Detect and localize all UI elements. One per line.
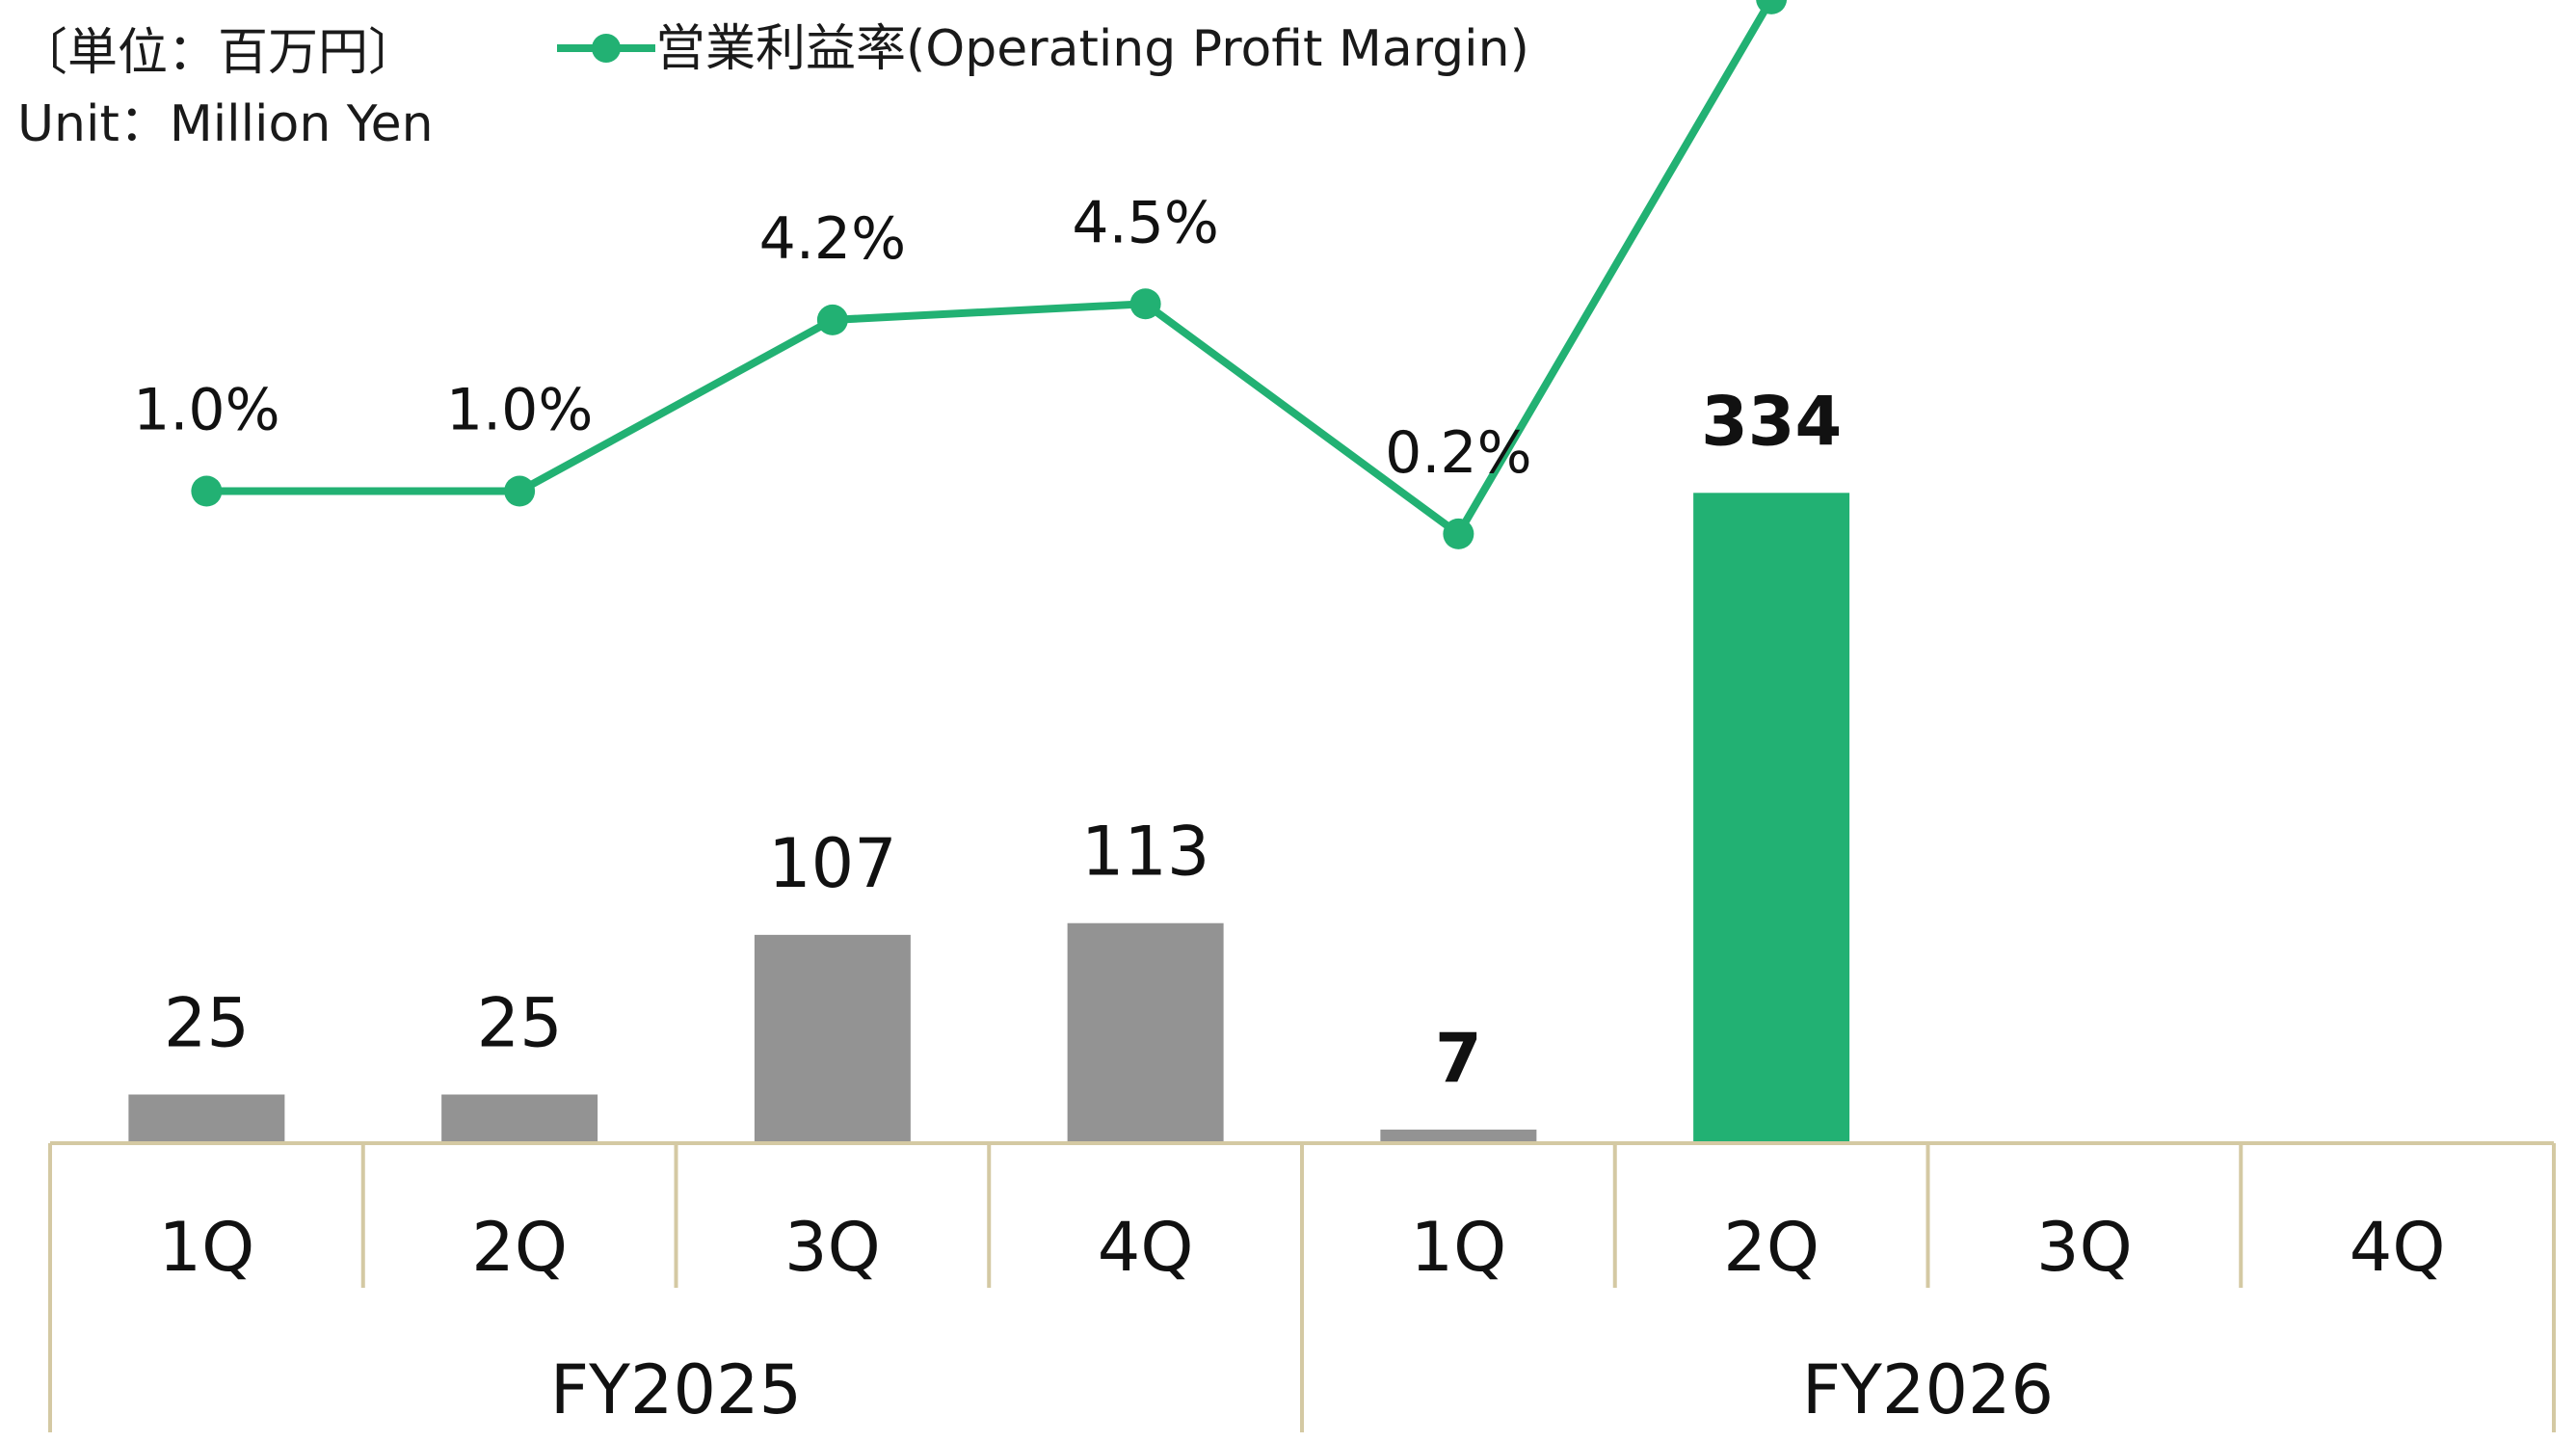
bar-5 (1380, 1129, 1537, 1143)
margin-value-label-1: 1.0% (133, 377, 279, 444)
legend: 営業利益率(Operating Profit Margin) (557, 20, 1529, 78)
bar-value-label-2: 25 (477, 984, 563, 1063)
bar-4 (1067, 922, 1224, 1143)
x-tick-label-5: 1Q (1411, 1208, 1507, 1287)
margin-value-label-3: 4.2% (759, 205, 906, 273)
margin-value-label-4: 4.5% (1072, 189, 1218, 256)
unit-label-en: Unit：Million Yen (17, 95, 434, 153)
x-tick-label-1: 1Q (159, 1208, 255, 1287)
bar-6 (1693, 493, 1850, 1143)
bar-2 (441, 1094, 598, 1143)
bar-value-label-4: 113 (1081, 813, 1210, 892)
legend-dot-marker (592, 34, 621, 63)
x-tick-label-4: 4Q (1098, 1208, 1194, 1287)
bars-layer (128, 493, 1850, 1143)
category-axis: 1Q 2Q 3Q 4Q 1Q 2Q 3Q 4Q FY2025 FY2026 (48, 1141, 2556, 1432)
x-tick-label-6: 2Q (1723, 1208, 1819, 1287)
unit-label-jp: 〔単位：百万円〕 (17, 24, 418, 82)
bar-1 (128, 1094, 285, 1143)
margin-value-label-5: 0.2% (1385, 419, 1531, 487)
bar-value-label-3: 107 (768, 824, 897, 903)
margin-point-1 (191, 475, 223, 507)
bar-value-label-1: 25 (164, 984, 250, 1063)
margin-point-6 (1756, 0, 1788, 14)
margin-point-5 (1443, 518, 1474, 549)
bar-3 (754, 934, 911, 1143)
x-tick-label-8: 4Q (2350, 1208, 2446, 1287)
bar-value-label-6: 334 (1701, 382, 1842, 461)
margin-point-4 (1129, 288, 1161, 320)
margin-value-label-2: 1.0% (446, 377, 593, 444)
x-tick-label-2: 2Q (471, 1208, 568, 1287)
x-tick-label-7: 3Q (2036, 1208, 2133, 1287)
margin-line-layer (191, 0, 1788, 549)
x-tick-label-3: 3Q (784, 1208, 881, 1287)
margin-point-2 (504, 475, 536, 507)
group-label-1: FY2025 (550, 1350, 802, 1429)
margin-point-3 (816, 304, 848, 335)
bar-value-label-5: 7 (1435, 1019, 1482, 1098)
legend-label: 営業利益率(Operating Profit Margin) (655, 20, 1529, 78)
margin-line (206, 0, 1775, 538)
group-label-2: FY2026 (1802, 1350, 2054, 1429)
